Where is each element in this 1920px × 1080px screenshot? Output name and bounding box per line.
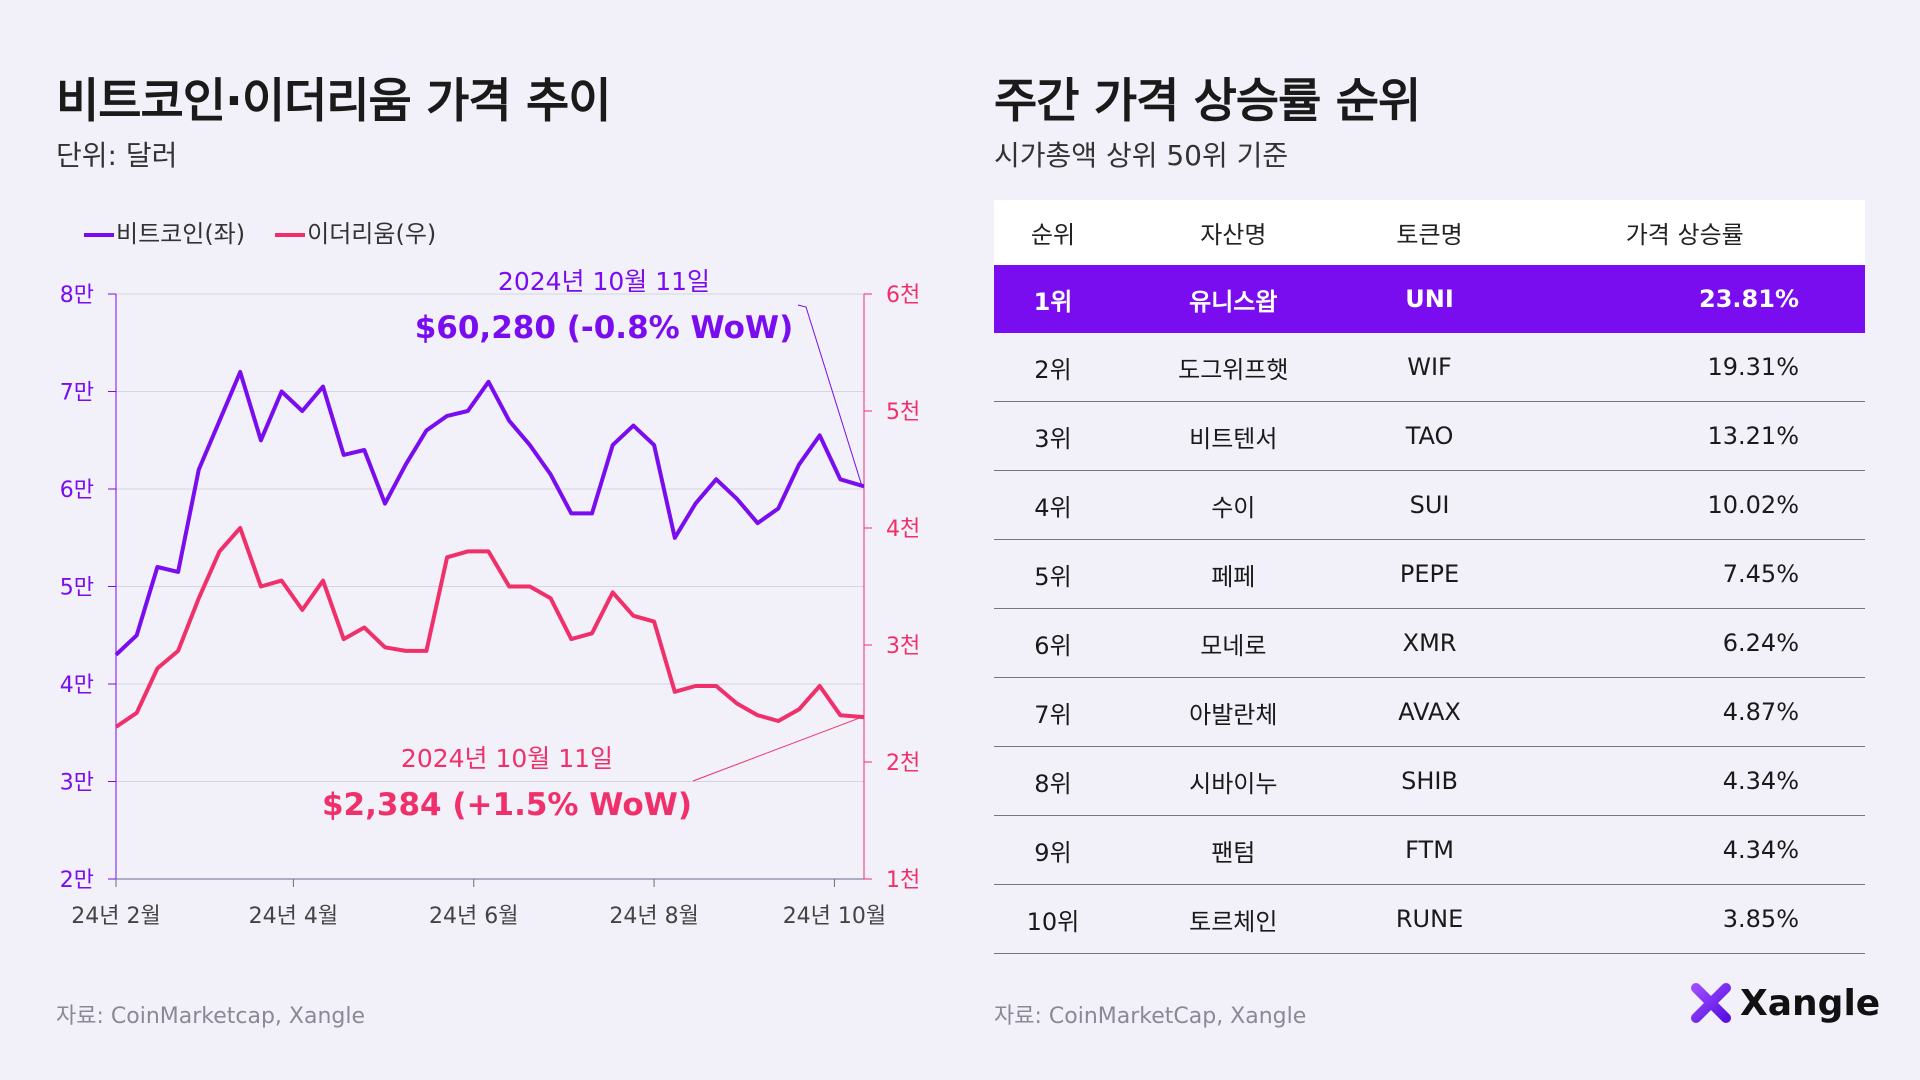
table-row: 2위 도그위프햇 WIF 19.31% [994,333,1865,402]
rank-cell: 10위 [994,884,1112,954]
logo-text: Xangle [1740,982,1881,1024]
x-tick-label: 24년 4월 [249,904,338,929]
column-header: 자산명 [1111,200,1355,265]
change-cell: 13.21% [1504,401,1865,471]
rank-cell: 3위 [994,401,1112,471]
change-cell: 23.81% [1504,265,1865,333]
y-right-tick-label: 2천 [886,751,920,776]
legend-item-eth: 이더리움(우) [275,214,436,249]
token-cell: AVAX [1354,677,1505,747]
change-cell: 4.34% [1504,815,1865,885]
asset-cell: 시바이누 [1111,746,1355,816]
asset-cell: 팬텀 [1111,815,1355,885]
table-row: 6위 모네로 XMR 6.24% [994,608,1865,678]
change-cell: 6.24% [1504,608,1865,678]
chart-subtitle: 단위: 달러 [56,139,178,172]
btc-leader-line [797,304,863,487]
series-line-eth [114,526,865,729]
asset-cell: 토르체인 [1111,884,1355,954]
change-cell: 3.85% [1504,884,1865,954]
y-right-tick-label: 3천 [886,634,920,659]
token-cell: SHIB [1354,746,1505,816]
table-row: 3위 비트텐서 TAO 13.21% [994,401,1865,471]
table-row: 8위 시바이누 SHIB 4.34% [994,746,1865,816]
y-left-tick-label: 5만 [60,576,94,601]
asset-cell: 도그위프햇 [1111,333,1355,402]
ranking-table: 순위 자산명 토큰명 가격 상승률 1위 유니스왑 UNI 23.81% 2위 도그위프햇 WIF… [994,200,1865,954]
series-line-btc [114,370,865,657]
table-title: 주간 가격 상승률 순위 [994,74,1421,129]
asset-cell: 비트텐서 [1111,401,1355,471]
legend-label: 비트코인(좌) [116,220,246,248]
rank-cell: 1위 [994,265,1112,333]
table-row: 5위 페페 PEPE 7.45% [994,539,1865,609]
left-footer: 자료: CoinMarketcap, Xangle [56,1004,366,1029]
token-cell: TAO [1354,401,1505,471]
y-left-tick-label: 6만 [60,478,94,503]
eth-leader-line [692,716,863,782]
asset-cell: 수이 [1111,470,1355,540]
change-cell: 7.45% [1504,539,1865,609]
legend-label: 이더리움(우) [307,220,437,248]
change-cell: 4.87% [1504,677,1865,747]
table-row: 4위 수이 SUI 10.02% [994,470,1865,540]
column-header: 토큰명 [1354,200,1505,265]
rank-cell: 9위 [994,815,1112,885]
x-tick-label: 24년 10월 [783,904,886,929]
eth-annotation-value: $2,384 (+1.5% WoW) [322,787,692,823]
token-cell: RUNE [1354,884,1505,954]
btc-annotation-date: 2024년 10월 11일 [498,267,710,296]
rank-cell: 7위 [994,677,1112,747]
y-right-tick-label: 4천 [886,517,920,542]
y-right-tick-label: 5천 [886,400,920,425]
table-subtitle: 시가총액 상위 50위 기준 [994,139,1289,172]
column-header: 가격 상승률 [1504,200,1865,265]
y-left-tick-label: 2만 [60,868,94,893]
rank-cell: 4위 [994,470,1112,540]
eth-annotation-date: 2024년 10월 11일 [401,744,613,773]
table-header: 순위 자산명 토큰명 가격 상승률 [994,200,1865,265]
rank-cell: 8위 [994,746,1112,816]
rank-cell: 2위 [994,333,1112,402]
change-cell: 10.02% [1504,470,1865,540]
y-left-tick-label: 8만 [60,283,94,308]
xangle-logo: Xangle [1690,982,1880,1024]
token-cell: FTM [1354,815,1505,885]
asset-cell: 아발란체 [1111,677,1355,747]
token-cell: WIF [1354,333,1505,402]
y-left-tick-label: 4만 [60,673,94,698]
token-cell: UNI [1354,265,1505,333]
token-cell: PEPE [1354,539,1505,609]
y-left-tick-label: 7만 [60,381,94,406]
btc-annotation-value: $60,280 (-0.8% WoW) [415,310,794,346]
token-cell: XMR [1354,608,1505,678]
y-left-tick-label: 3만 [60,771,94,796]
table-row: 9위 팬텀 FTM 4.34% [994,815,1865,885]
rank-cell: 5위 [994,539,1112,609]
token-cell: SUI [1354,470,1505,540]
x-tick-label: 24년 6월 [429,904,518,929]
x-tick-label: 24년 8월 [609,904,698,929]
legend-item-btc: 비트코인(좌) [84,214,245,249]
asset-cell: 유니스왑 [1111,265,1355,333]
table-row: 1위 유니스왑 UNI 23.81% [994,265,1865,333]
rank-cell: 6위 [994,608,1112,678]
y-right-tick-label: 6천 [886,283,920,308]
right-footer: 자료: CoinMarketCap, Xangle [994,1004,1307,1029]
asset-cell: 페페 [1111,539,1355,609]
chart-title: 비트코인·이더리움 가격 추이 [56,74,611,129]
x-tick-label: 24년 2월 [71,904,160,929]
x-logo-icon [1691,983,1731,1023]
change-cell: 4.34% [1504,746,1865,816]
table-row: 10위 토르체인 RUNE 3.85% [994,884,1865,954]
price-chart: 2만 3만 4만 5만 6만 7만 8만 1천 2천 3천 4천 5천 6천 24년 2월 24년 4월 24… [60,267,921,929]
chart-legend: 비트코인(좌) 이더리움(우) [84,214,436,249]
asset-cell: 모네로 [1111,608,1355,678]
change-cell: 19.31% [1504,333,1865,402]
table-row: 7위 아발란체 AVAX 4.87% [994,677,1865,747]
y-right-tick-label: 1천 [886,868,920,893]
column-header: 순위 [994,200,1112,265]
